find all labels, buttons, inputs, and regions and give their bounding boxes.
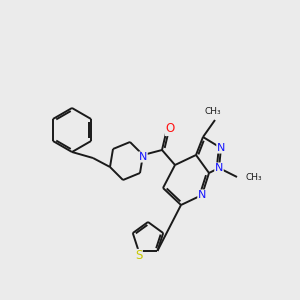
Text: N: N	[139, 152, 147, 162]
Text: CH₃: CH₃	[205, 107, 221, 116]
Text: N: N	[215, 163, 223, 173]
Text: N: N	[198, 190, 206, 200]
Text: CH₃: CH₃	[245, 172, 262, 182]
Text: O: O	[165, 122, 175, 136]
Text: N: N	[217, 143, 225, 153]
Text: S: S	[135, 249, 142, 262]
